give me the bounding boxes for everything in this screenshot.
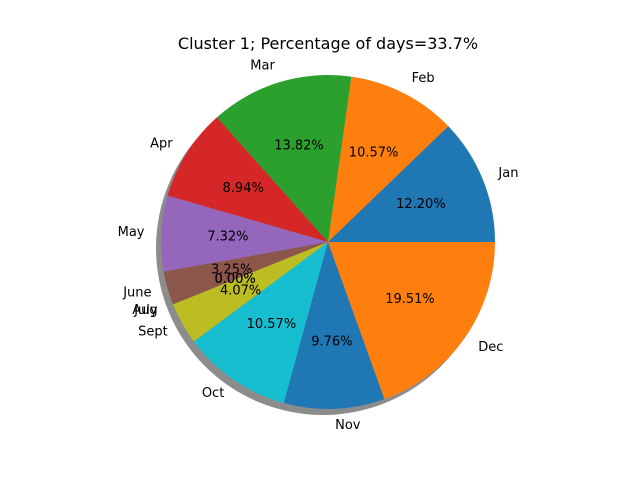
slice-label-dec: Dec — [478, 340, 503, 355]
pie-slice-apr — [167, 117, 328, 242]
slice-label-feb: Feb — [412, 71, 435, 86]
pie-slice-june — [163, 242, 328, 305]
slice-percent-apr: 8.94% — [223, 181, 264, 196]
slice-label-june: June — [122, 285, 151, 300]
slice-percent-may: 7.32% — [207, 229, 248, 244]
slice-percent-july: 0.00% — [214, 272, 255, 287]
slice-percent-jan: 12.20% — [396, 197, 446, 212]
pie-slice-dec — [328, 242, 495, 400]
pie-slice-feb — [328, 76, 449, 242]
slice-label-jan: Jan — [497, 166, 518, 181]
pie-slice-nov — [283, 242, 385, 409]
slice-percent-aug: 0.00% — [214, 272, 255, 287]
slice-percent-nov: 9.76% — [311, 335, 352, 350]
pie-slice-sept — [173, 242, 328, 342]
slice-percent-oct: 10.57% — [247, 317, 297, 332]
pie-slice-may — [161, 195, 328, 272]
slice-label-oct: Oct — [202, 386, 224, 401]
slice-label-apr: Apr — [150, 137, 173, 152]
slice-percent-dec: 19.51% — [385, 292, 435, 307]
pie-slices — [161, 74, 495, 409]
slice-percent-sept: 4.07% — [220, 284, 261, 299]
chart-title: Cluster 1; Percentage of days=33.7% — [178, 34, 478, 53]
slice-label-aug: Aug — [132, 303, 157, 318]
slice-percent-june: 3.25% — [211, 262, 252, 277]
slice-label-july: July — [133, 303, 158, 318]
slice-percent-feb: 10.57% — [349, 145, 399, 160]
slice-label-may: May — [118, 225, 145, 240]
pie-percent-labels: 12.20%10.57%13.82%8.94%7.32%3.25%0.00%0.… — [207, 139, 445, 350]
slice-label-sept: Sept — [138, 324, 168, 339]
slice-label-nov: Nov — [335, 418, 361, 433]
pie-slice-jan — [328, 126, 495, 242]
slice-percent-mar: 13.82% — [274, 139, 324, 154]
pie-slice-oct — [193, 242, 328, 404]
pie-slice-mar — [216, 74, 352, 242]
slice-label-mar: Mar — [250, 59, 275, 74]
